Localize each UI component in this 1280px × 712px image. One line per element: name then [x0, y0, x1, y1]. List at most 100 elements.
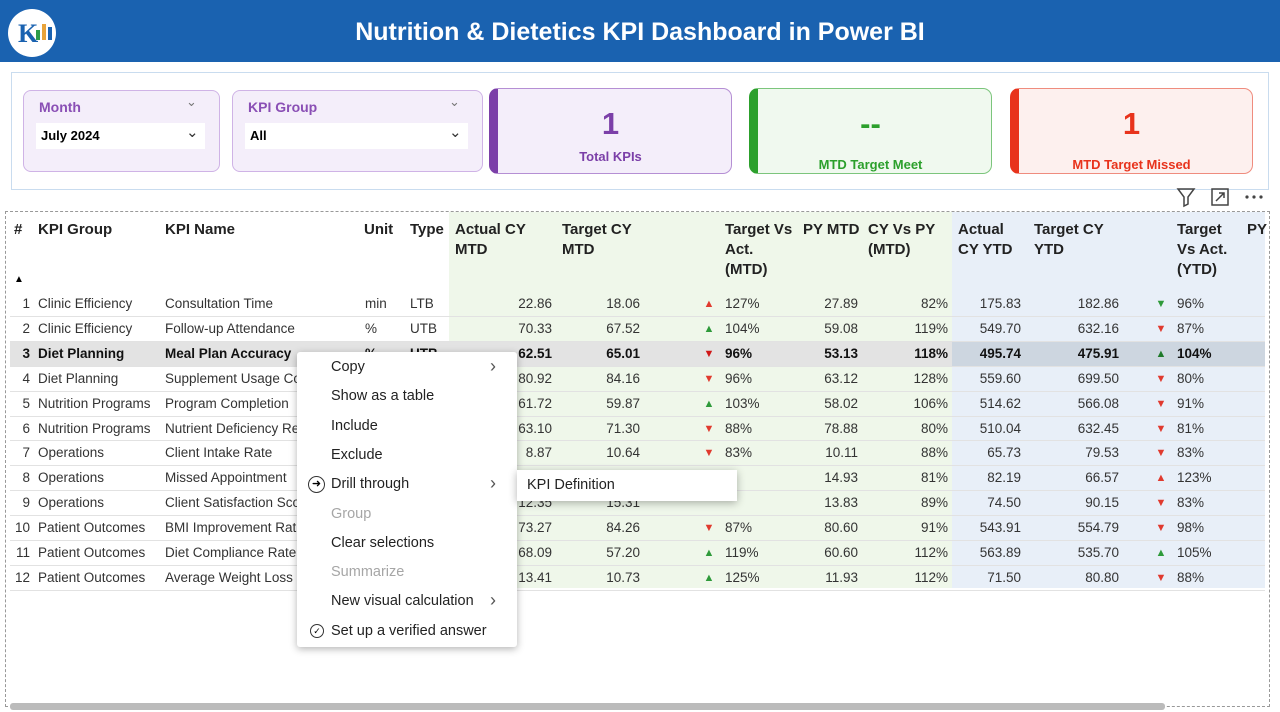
table-cell[interactable]: 73.27 — [518, 520, 552, 536]
table-cell[interactable]: 89% — [920, 495, 948, 511]
table-cell[interactable]: 67.52 — [606, 320, 640, 336]
table-cell[interactable]: Diet Planning — [38, 370, 119, 386]
table-cell[interactable]: Patient Outcomes — [38, 520, 146, 536]
table-cell[interactable]: Patient Outcomes — [38, 569, 146, 585]
table-cell[interactable]: Follow-up Attendance Rate — [165, 320, 297, 336]
table-cell[interactable]: 127% — [725, 296, 760, 311]
menu-item[interactable]: Show as a table — [331, 388, 435, 405]
table-cell[interactable]: 10 — [14, 520, 30, 536]
slicer-dropdown[interactable]: July 2024 — [36, 123, 205, 149]
table-cell[interactable]: 4 — [22, 370, 30, 386]
menu-item[interactable]: New visual calculation — [331, 593, 474, 610]
table-cell[interactable]: 18.06 — [606, 296, 640, 311]
table-cell[interactable]: 11.93 — [825, 569, 858, 585]
table-cell[interactable]: 82.19 — [987, 470, 1021, 486]
table-cell[interactable]: 8 — [22, 470, 30, 486]
table-cell[interactable]: 96% — [725, 345, 753, 361]
table-cell[interactable]: 514.62 — [979, 395, 1021, 411]
table-cell[interactable]: Operations — [38, 445, 105, 461]
table-cell[interactable]: 1 — [22, 296, 30, 311]
table-cell[interactable]: LTB — [410, 296, 434, 311]
table-cell[interactable]: 9 — [22, 495, 30, 511]
table-cell[interactable]: Patient Outcomes — [38, 545, 146, 560]
menu-item[interactable]: Copy — [331, 359, 365, 375]
table-cell[interactable]: Diet Planning — [38, 345, 125, 361]
table-cell[interactable]: 123% — [1177, 470, 1212, 486]
table-cell[interactable]: 112% — [914, 545, 948, 560]
table-cell[interactable]: 80.80 — [1085, 569, 1119, 585]
table-cell[interactable]: 96% — [725, 370, 753, 386]
table-cell[interactable]: 83% — [1177, 445, 1205, 461]
table-cell[interactable]: 5 — [22, 395, 30, 411]
table-cell[interactable]: Nutrient Deficiency Re — [165, 420, 297, 436]
menu-item[interactable]: Drill through — [331, 476, 410, 493]
table-cell[interactable]: 59.08 — [824, 320, 858, 336]
table-cell[interactable]: 71.50 — [987, 569, 1021, 585]
table-cell[interactable]: 71.30 — [606, 420, 640, 436]
table-cell[interactable]: 62.51 — [518, 345, 552, 361]
table-cell[interactable]: Supplement Usage Co — [165, 370, 297, 386]
table-cell[interactable]: 632.16 — [1077, 320, 1119, 336]
table-cell[interactable]: 11 — [15, 545, 30, 560]
table-cell[interactable]: 10.73 — [606, 569, 640, 585]
table-cell[interactable]: 103% — [725, 395, 760, 411]
table-cell[interactable]: 63.12 — [824, 370, 858, 386]
table-cell[interactable]: Program Completion — [165, 395, 289, 411]
table-cell[interactable]: 10.64 — [606, 445, 640, 461]
table-cell[interactable]: 87% — [1177, 320, 1205, 336]
table-cell[interactable]: 13.41 — [518, 569, 552, 585]
table-cell[interactable]: 80% — [920, 420, 948, 436]
table-cell[interactable]: 87% — [725, 520, 753, 536]
menu-item[interactable]: Exclude — [331, 446, 383, 463]
table-cell[interactable]: 53.13 — [824, 345, 858, 361]
table-cell[interactable]: 175.83 — [979, 296, 1021, 311]
table-cell[interactable]: 84.16 — [606, 370, 640, 386]
table-cell[interactable]: 66.57 — [1085, 470, 1119, 486]
table-cell[interactable]: Clinic Efficiency — [38, 320, 133, 336]
table-cell[interactable]: 535.70 — [1077, 545, 1119, 560]
table-cell[interactable]: 543.91 — [979, 520, 1021, 536]
table-cell[interactable]: 65.01 — [606, 345, 640, 361]
menu-item[interactable]: Include — [331, 417, 378, 434]
table-cell[interactable]: 80.60 — [824, 520, 858, 536]
table-cell[interactable]: 79.53 — [1085, 445, 1119, 461]
table-cell[interactable]: 91% — [920, 520, 948, 536]
table-cell[interactable]: 566.08 — [1077, 395, 1119, 411]
table-cell[interactable]: Meal Plan Accuracy — [165, 345, 292, 361]
table-cell[interactable]: 91% — [1177, 395, 1205, 411]
table-cell[interactable]: % — [365, 320, 378, 336]
table-cell[interactable]: 22.86 — [518, 296, 552, 311]
table-cell[interactable]: 78.88 — [824, 420, 858, 436]
table-cell[interactable]: 81% — [920, 470, 948, 486]
table-cell[interactable]: BMI Improvement Rat — [165, 520, 297, 536]
table-cell[interactable]: 563.89 — [979, 545, 1021, 560]
table-cell[interactable]: 12 — [14, 569, 30, 585]
table-cell[interactable]: 88% — [920, 445, 948, 461]
table-cell[interactable]: 14.93 — [824, 470, 858, 486]
menu-item[interactable]: Set up a verified answer — [331, 622, 487, 639]
table-cell[interactable]: 118% — [914, 345, 948, 361]
table-cell[interactable]: 88% — [1177, 569, 1205, 585]
table-cell[interactable]: 60.60 — [824, 545, 858, 560]
table-cell[interactable]: 119% — [914, 320, 948, 336]
table-cell[interactable]: 119% — [725, 545, 759, 560]
table-cell[interactable]: Operations — [38, 470, 105, 486]
table-cell[interactable]: Nutrition Programs — [38, 395, 151, 411]
table-cell[interactable]: 8.87 — [525, 445, 552, 461]
table-cell[interactable]: min — [365, 296, 387, 311]
table-cell[interactable]: 10.11 — [825, 445, 858, 461]
table-cell[interactable]: 559.60 — [979, 370, 1021, 386]
submenu-item[interactable]: KPI Definition — [527, 477, 615, 493]
table-cell[interactable]: 699.50 — [1077, 370, 1119, 386]
table-cell[interactable]: 2 — [22, 320, 30, 336]
table-cell[interactable]: UTB — [410, 320, 437, 336]
table-cell[interactable]: 80% — [1177, 370, 1205, 386]
table-cell[interactable]: 57.20 — [606, 545, 640, 560]
table-cell[interactable]: 475.91 — [1077, 345, 1119, 361]
table-cell[interactable]: 80.92 — [518, 370, 552, 386]
table-cell[interactable]: Diet Compliance Rate — [165, 545, 297, 560]
table-cell[interactable]: 81% — [1177, 420, 1205, 436]
table-cell[interactable]: 98% — [1177, 520, 1205, 536]
table-cell[interactable]: Missed Appointment — [165, 470, 287, 486]
table-cell[interactable]: Average Weight Loss — [165, 569, 293, 585]
